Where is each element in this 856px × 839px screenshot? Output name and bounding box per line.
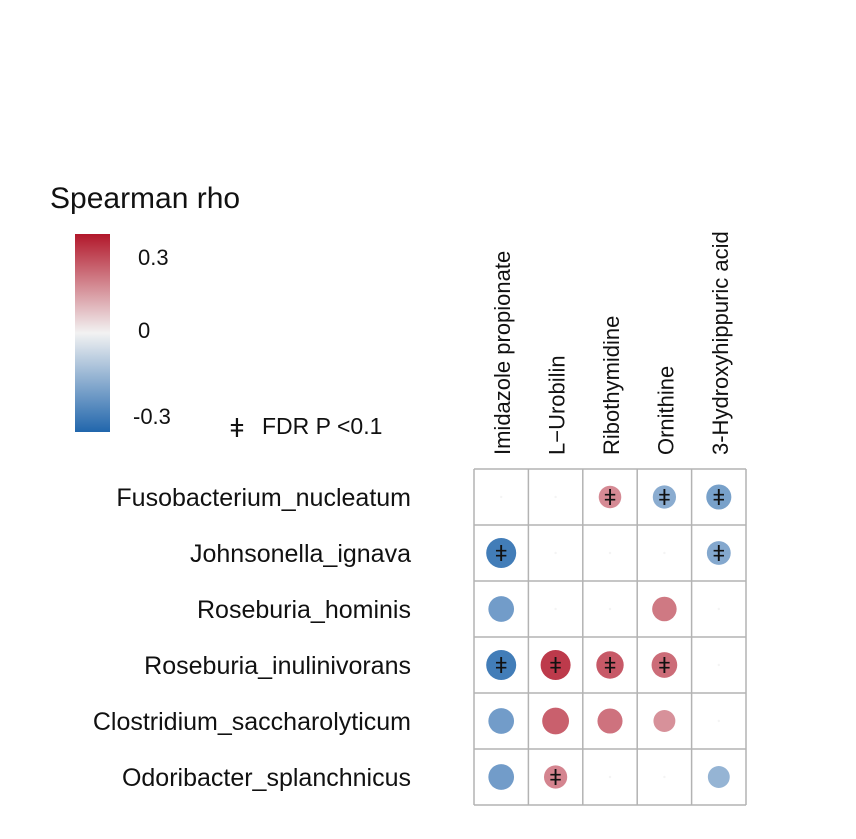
- cell-circle: [488, 596, 515, 622]
- cell-circle: [488, 708, 515, 734]
- column-label: Imidazole propionate: [490, 251, 515, 455]
- row-labels: Fusobacterium_nucleatum Johnsonella_ignav…: [93, 484, 411, 792]
- cell-circle: [554, 495, 557, 499]
- cell-circle: [608, 607, 612, 611]
- row-label: Johnsonella_ignava: [190, 540, 411, 568]
- cell-circle: [597, 708, 623, 734]
- cell-circle: [608, 775, 612, 779]
- cell-circle: [652, 485, 677, 509]
- cell-circle: [542, 707, 570, 735]
- significance-mark: ǂ: [549, 765, 562, 790]
- grid: [473, 468, 747, 806]
- significance-mark: ǂ: [658, 485, 671, 510]
- significance-mark: ǂ: [658, 653, 671, 678]
- significance-mark: ǂ: [712, 485, 725, 510]
- cell-circle: [717, 719, 720, 723]
- cells: ǂ ǂ ǂ ǂ ǂ ǂ ǂ ǂ ǂ ǂ: [486, 484, 732, 790]
- cell-circle: [543, 765, 568, 789]
- cell-circle: [596, 651, 624, 679]
- column-label: Ribothymidine: [599, 316, 624, 455]
- legend-tick-low: -0.3: [133, 404, 171, 429]
- cell-circle: [706, 484, 732, 510]
- cell-circle: [488, 764, 515, 790]
- cell-circle: [500, 495, 503, 499]
- column-label: 3-Hydroxyhippuric acid: [708, 231, 733, 455]
- cell-circle: [608, 551, 612, 555]
- cell-circle: [653, 710, 676, 732]
- cell-circle: [554, 551, 557, 555]
- significance-mark: ǂ: [495, 653, 508, 678]
- cell-circle: [717, 663, 720, 667]
- significance-mark: ǂ: [495, 541, 508, 566]
- significance-mark: ǂ: [604, 485, 617, 510]
- cell-circle: [486, 538, 517, 568]
- significance-label: FDR P <0.1: [262, 413, 382, 439]
- row-label: Roseburia_hominis: [197, 596, 411, 624]
- cell-circle: [486, 650, 517, 680]
- row-label: Roseburia_inulinivorans: [144, 652, 411, 680]
- legend-tick-mid: 0: [138, 318, 150, 343]
- cell-circle: [663, 775, 666, 779]
- cell-circle: [717, 607, 720, 611]
- cell-circle: [663, 551, 666, 555]
- legend-colorbar: [75, 234, 110, 432]
- significance-mark: ǂ: [604, 653, 617, 678]
- significance-mark: ǂ: [712, 541, 725, 566]
- significance-marker-legend: ǂ: [229, 413, 244, 443]
- row-label: Odoribacter_splanchnicus: [122, 764, 411, 792]
- significance-mark: ǂ: [549, 653, 562, 678]
- row-label: Clostridium_saccharolyticum: [93, 708, 411, 736]
- cell-circle: [652, 596, 677, 622]
- row-label: Fusobacterium_nucleatum: [116, 484, 411, 512]
- column-labels: Imidazole propionate L−Urobilin Ribothymid…: [490, 231, 733, 455]
- cell-circle: [651, 652, 678, 678]
- column-label: Ornithine: [653, 366, 678, 455]
- legend-title: Spearman rho: [50, 182, 240, 215]
- cell-circle: [554, 607, 557, 611]
- cell-circle: [707, 766, 730, 788]
- column-label: L−Urobilin: [545, 355, 570, 455]
- legend-tick-high: 0.3: [138, 245, 169, 270]
- cell-circle: [706, 541, 731, 565]
- cell-circle: [598, 485, 622, 509]
- cell-circle: [540, 650, 571, 680]
